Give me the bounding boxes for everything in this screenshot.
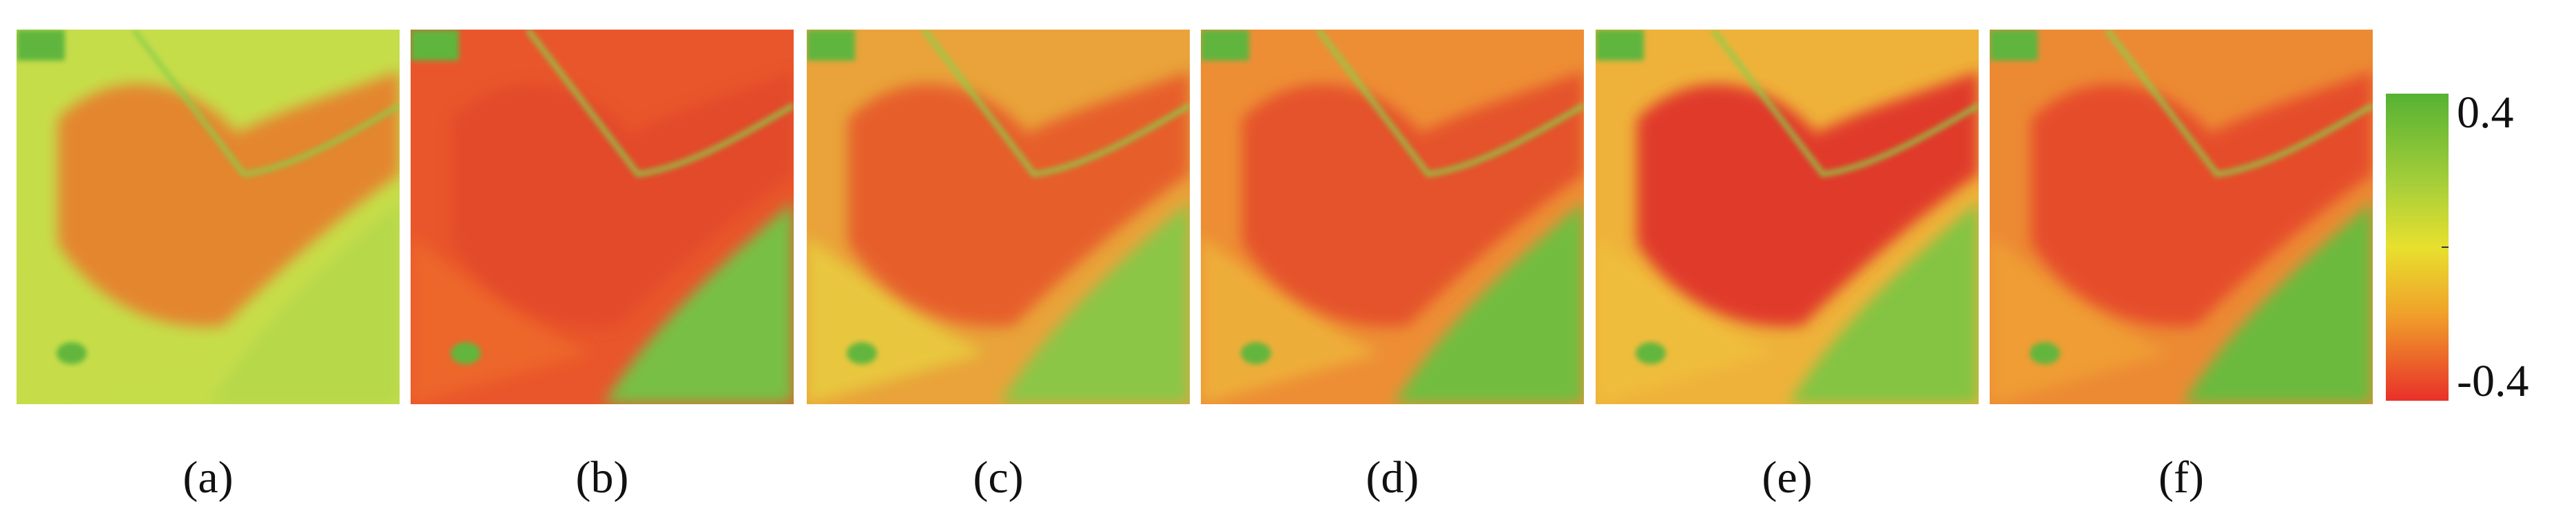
pond: [1241, 342, 1271, 364]
colorbar-max-label: 0.4: [2457, 87, 2514, 138]
stream-line: [1710, 30, 1979, 178]
panels: [17, 30, 2373, 404]
pond: [847, 342, 877, 364]
red-region: [848, 71, 1190, 327]
green-region: [1000, 202, 1190, 404]
stream-line: [2104, 30, 2373, 178]
red-region: [58, 71, 400, 327]
red-region: [1242, 71, 1584, 327]
green-patch: [17, 30, 65, 61]
red-region: [1637, 71, 1979, 327]
pond: [2030, 342, 2060, 364]
green-region: [1789, 202, 1979, 404]
panel: [1201, 30, 1584, 404]
panel-caption: (b): [576, 452, 629, 503]
yellow-region: [17, 236, 196, 404]
green-patch: [1596, 30, 1644, 61]
yellow-region: [1596, 236, 1775, 404]
green-region: [1394, 202, 1584, 404]
panel-caption: (a): [183, 452, 233, 503]
green-region: [2183, 202, 2373, 404]
green-region: [209, 202, 400, 404]
green-patch: [807, 30, 855, 61]
panel: [17, 30, 400, 404]
stream-line: [525, 30, 794, 178]
green-region: [604, 202, 794, 404]
panel-caption: (e): [1762, 452, 1812, 503]
pond: [56, 342, 87, 364]
green-patch: [1990, 30, 2038, 61]
panel-caption: (d): [1366, 452, 1419, 503]
green-patch: [411, 30, 459, 61]
panel-image: [1201, 30, 1584, 404]
stream-line: [131, 30, 400, 178]
yellow-region: [1990, 236, 2169, 404]
colorbar-min-label: -0.4: [2457, 356, 2528, 406]
yellow-region: [411, 236, 590, 404]
stream-line: [921, 30, 1190, 178]
red-region: [2031, 71, 2373, 327]
panel: [1596, 30, 1979, 404]
red-region: [452, 71, 794, 327]
panel-image: [17, 30, 400, 404]
colorbar: [2386, 94, 2449, 401]
yellow-region: [807, 236, 986, 404]
panel-caption: (c): [973, 452, 1023, 503]
yellow-region: [1201, 236, 1380, 404]
panel-image: [1596, 30, 1979, 404]
pond: [1636, 342, 1666, 364]
pond: [451, 342, 481, 364]
panel-image: [1990, 30, 2373, 404]
green-patch: [1201, 30, 1249, 61]
panel-image: [411, 30, 794, 404]
stream-line: [1315, 30, 1584, 178]
panel-image: [807, 30, 1190, 404]
panel: [411, 30, 794, 404]
panel-caption: (f): [2158, 452, 2204, 503]
panel: [1990, 30, 2373, 404]
panel: [807, 30, 1190, 404]
